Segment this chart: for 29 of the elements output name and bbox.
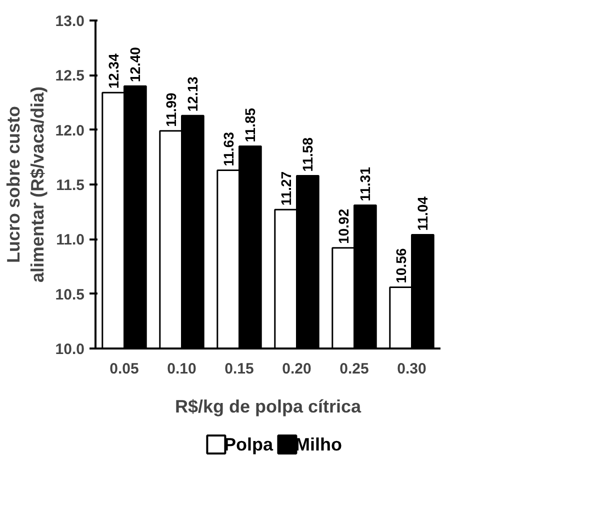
y-tick-label: 12.0 (55, 122, 85, 140)
data-label: 11.31 (357, 166, 374, 202)
data-label: 10.92 (335, 208, 352, 244)
data-label: 11.27 (278, 171, 294, 206)
y-tick-label: 11.0 (56, 232, 85, 249)
data-label: 12.13 (184, 76, 201, 112)
y-tick-label: 10.0 (55, 341, 85, 358)
data-label: 11.63 (220, 132, 236, 166)
x-tick-label: 0.10 (167, 360, 196, 378)
y-tick-label: 10.5 (55, 286, 85, 304)
data-label: 12.34 (105, 53, 122, 89)
data-label: 12.40 (127, 46, 144, 82)
x-axis-title: R$/kg de polpa cítrica (174, 396, 362, 416)
x-tick-label: 0.30 (397, 360, 426, 378)
x-tick-label: 0.20 (282, 360, 312, 378)
data-label: 11.04 (414, 196, 431, 231)
y-tick-label: 12.5 (55, 68, 85, 85)
legend-label: Milho (295, 434, 342, 454)
y-tick-label: 11.5 (56, 177, 85, 194)
x-tick-label: 0.25 (340, 360, 369, 378)
data-label: 11.99 (162, 92, 179, 127)
x-tick-label: 0.05 (110, 360, 139, 378)
x-tick-label: 0.15 (224, 360, 254, 378)
data-label: 11.58 (300, 137, 316, 172)
y-axis-title: Lucro sobre custo alimentar (R$/vaca/dia) (3, 86, 48, 283)
legend-label: Polpa (224, 434, 274, 454)
data-label: 11.85 (242, 108, 258, 142)
y-tick-label: 13.0 (55, 13, 85, 30)
data-label: 10.56 (392, 248, 409, 284)
